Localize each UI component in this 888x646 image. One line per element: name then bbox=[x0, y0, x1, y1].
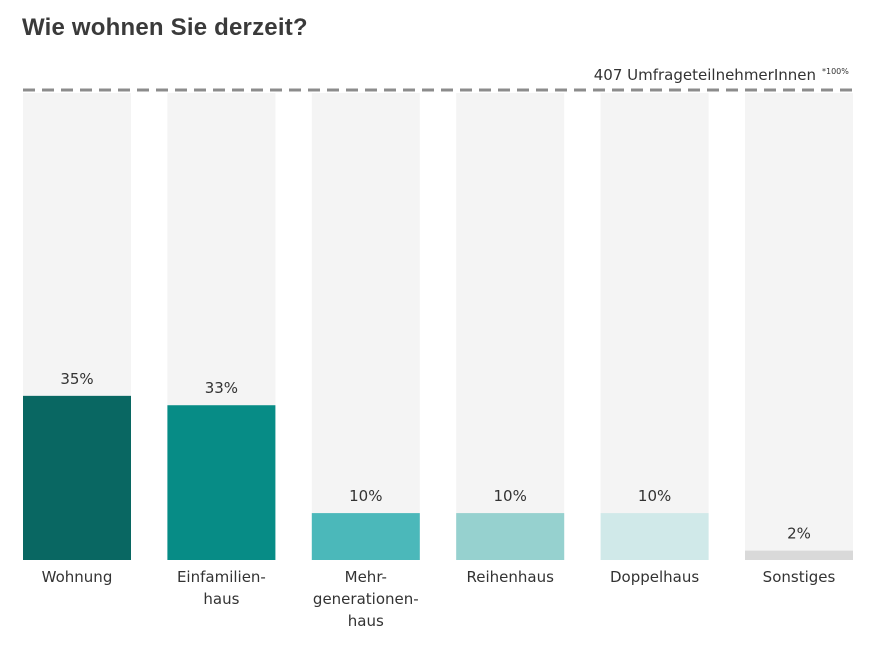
bar-5 bbox=[600, 513, 709, 560]
value-label-2: 33% bbox=[205, 379, 238, 397]
value-label-6: 2% bbox=[787, 525, 811, 543]
bar-background-4 bbox=[456, 93, 565, 560]
chart-title: Wie wohnen Sie derzeit? bbox=[22, 14, 308, 41]
category-label-1: Wohnung bbox=[42, 568, 113, 586]
bar-6 bbox=[745, 550, 853, 560]
total-note: *100% bbox=[822, 67, 849, 76]
bar-3 bbox=[311, 513, 420, 560]
bar-background-5 bbox=[600, 93, 709, 560]
value-label-4: 10% bbox=[494, 487, 527, 505]
category-label-6: Sonstiges bbox=[763, 568, 836, 586]
total-label: 407 UmfrageteilnehmerInnen bbox=[594, 66, 816, 84]
bar-2 bbox=[167, 405, 276, 560]
category-label-2-line-1: Einfamilien- bbox=[177, 568, 266, 586]
value-label-1: 35% bbox=[60, 370, 93, 388]
category-label-3-line-1: Mehr- bbox=[345, 568, 387, 586]
bar-background-3 bbox=[311, 93, 420, 560]
category-label-3-line-3: haus bbox=[348, 612, 384, 630]
value-label-3: 10% bbox=[349, 487, 382, 505]
category-label-5: Doppelhaus bbox=[610, 568, 699, 586]
category-label-2-line-2: haus bbox=[203, 590, 239, 608]
bar-1 bbox=[23, 395, 131, 560]
bar-background-6 bbox=[745, 93, 853, 560]
bar-4 bbox=[456, 513, 565, 560]
value-label-5: 10% bbox=[638, 487, 671, 505]
category-label-3-line-2: generationen- bbox=[313, 590, 419, 608]
category-label-4: Reihenhaus bbox=[466, 568, 554, 586]
